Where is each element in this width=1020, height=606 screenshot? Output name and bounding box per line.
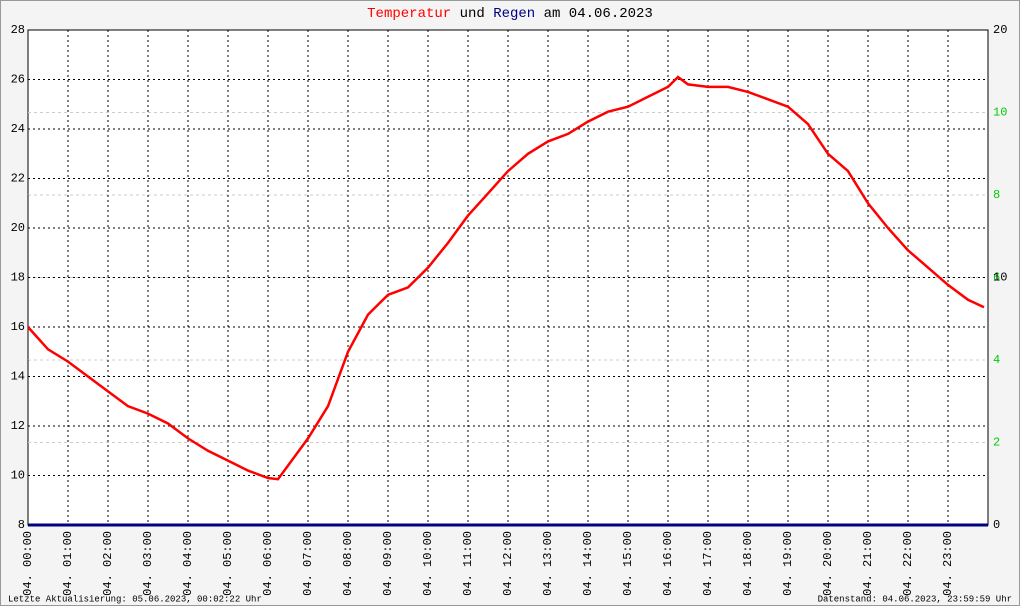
- y-tick-label: 8: [18, 518, 25, 532]
- y-tick-label: 26: [11, 73, 25, 87]
- x-tick-label: 04. 06:00: [261, 531, 275, 596]
- y2-tick-label: 0: [993, 518, 1000, 532]
- x-tick-label: 04. 03:00: [141, 531, 155, 596]
- x-tick-label: 04. 00:00: [21, 531, 35, 596]
- x-tick-label: 04. 13:00: [541, 531, 555, 596]
- x-tick-label: 04. 05:00: [221, 531, 235, 596]
- chart-title: Temperatur und Regen am 04.06.2023: [367, 6, 653, 22]
- x-tick-label: 04. 01:00: [61, 531, 75, 596]
- y3-tick-label: 8: [993, 188, 1000, 202]
- y2-tick-label: 20: [993, 23, 1007, 37]
- y-tick-label: 10: [11, 469, 25, 483]
- series-line: [27, 75, 985, 481]
- y-tick-label: 16: [11, 320, 25, 334]
- title-part: am 04.06.2023: [535, 6, 653, 22]
- y-tick-label: 24: [11, 122, 25, 136]
- y3-tick-label: 4: [993, 353, 1000, 367]
- x-tick-label: 04. 16:00: [661, 531, 675, 596]
- x-tick-label: 04. 07:00: [301, 531, 315, 596]
- y-tick-label: 18: [11, 271, 25, 285]
- footer-right: Datenstand: 04.06.2023, 23:59:59 Uhr: [818, 594, 1012, 604]
- y3-tick-label: 2: [993, 436, 1000, 450]
- x-tick-label: 04. 09:00: [381, 531, 395, 596]
- x-tick-label: 04. 23:00: [941, 531, 955, 596]
- x-tick-label: 04. 19:00: [781, 531, 795, 596]
- title-part: Temperatur: [367, 6, 451, 22]
- x-tick-label: 04. 02:00: [101, 531, 115, 596]
- x-tick-label: 04. 15:00: [621, 531, 635, 596]
- x-tick-label: 04. 11:00: [461, 531, 475, 596]
- y-tick-label: 28: [11, 23, 25, 37]
- y-tick-label: 12: [11, 419, 25, 433]
- y-tick-label: 22: [11, 172, 25, 186]
- y3-tick-label: 10: [993, 106, 1007, 120]
- x-tick-label: 04. 17:00: [701, 531, 715, 596]
- x-tick-label: 04. 22:00: [901, 531, 915, 596]
- title-part: und: [451, 6, 493, 22]
- y-tick-label: 20: [11, 221, 25, 235]
- x-tick-label: 04. 21:00: [861, 531, 875, 596]
- x-tick-label: 04. 20:00: [821, 531, 835, 596]
- x-tick-label: 04. 12:00: [501, 531, 515, 596]
- x-tick-label: 04. 10:00: [421, 531, 435, 596]
- x-tick-label: 04. 04:00: [181, 531, 195, 596]
- y2-tick-label: 10: [993, 271, 1007, 285]
- x-tick-label: 04. 18:00: [741, 531, 755, 596]
- x-tick-label: 04. 08:00: [341, 531, 355, 596]
- y3-tick-label: 6: [993, 271, 1000, 285]
- footer-left: Letzte Aktualisierung: 05.06.2023, 00:02…: [8, 594, 262, 604]
- x-tick-label: 04. 14:00: [581, 531, 595, 596]
- y-tick-label: 14: [11, 370, 25, 384]
- title-part: Regen: [493, 6, 535, 22]
